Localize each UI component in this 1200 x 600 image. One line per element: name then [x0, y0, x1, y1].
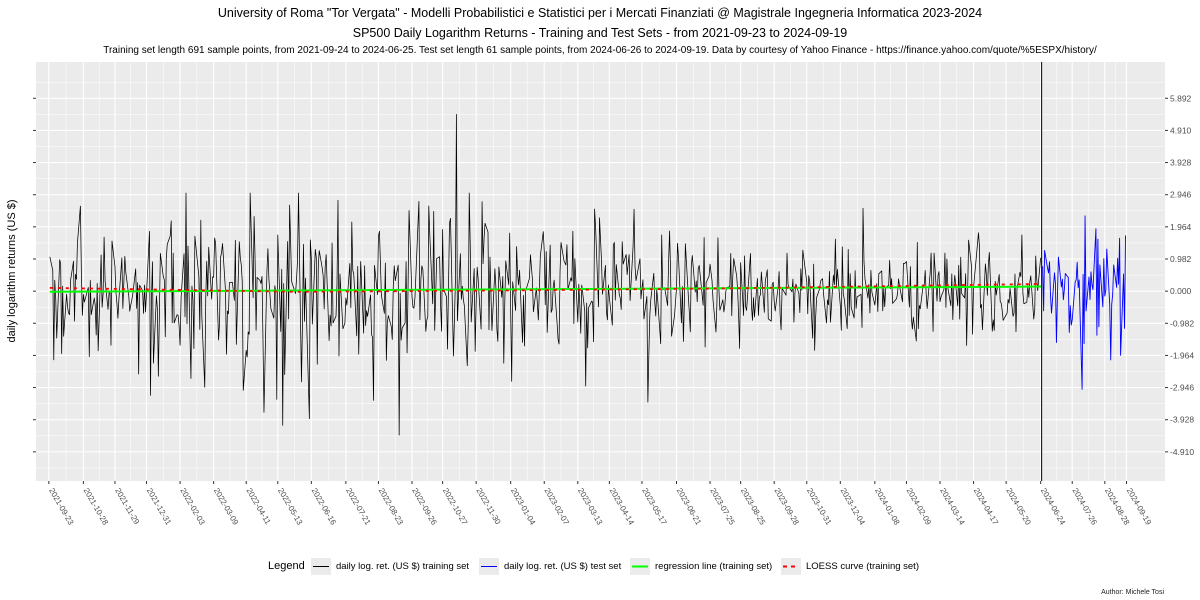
x-tick-label: 2023-10-31 — [805, 487, 834, 527]
legend-key-loess — [781, 558, 801, 575]
legend-label-training: daily log. ret. (US $) training set — [336, 561, 470, 572]
x-tick-label: 2023-05-17 — [640, 487, 669, 527]
x-tick-label: 2021-11-29 — [113, 487, 141, 527]
chart-title: University of Roma "Tor Vergata" - Model… — [217, 6, 983, 20]
x-tick-label: 2022-06-16 — [310, 487, 339, 527]
y-tick-label: 3.928 — [1170, 158, 1192, 168]
y-tick-label: -4.910 — [1170, 447, 1194, 457]
x-tick-label: 2022-03-09 — [212, 487, 241, 527]
x-tick-label: 2024-06-24 — [1039, 487, 1068, 527]
y-tick-label: -3.928 — [1170, 415, 1194, 425]
x-tick-label: 2024-04-17 — [972, 487, 1001, 527]
legend-key-test — [479, 558, 499, 575]
x-tick-label: 2022-10-27 — [441, 487, 470, 527]
x-tick-label: 2021-09-23 — [47, 487, 76, 527]
legend-label-test: daily log. ret. (US $) test set — [504, 561, 622, 572]
x-tick-label: 2023-07-25 — [708, 487, 737, 527]
y-tick-label: 0.000 — [1170, 286, 1192, 296]
regression-line — [49, 285, 1042, 293]
x-tick-label: 2022-11-30 — [474, 487, 502, 527]
chart-subtitle: SP500 Daily Logarithm Returns - Training… — [352, 26, 848, 40]
y-tick-label: 1.964 — [1170, 222, 1192, 232]
legend-label-loess: LOESS curve (training set) — [806, 561, 919, 572]
y-tick-label: -0.982 — [1170, 318, 1194, 328]
x-tick-label: 2023-01-04 — [509, 487, 538, 527]
x-tick-label: 2021-12-31 — [145, 487, 174, 527]
legend: Legend daily log. ret. (US $) training s… — [0, 558, 1200, 578]
x-tick-label: 2024-03-14 — [938, 487, 967, 527]
y-tick-label: 0.982 — [1170, 254, 1192, 264]
y-tick-label: 4.910 — [1170, 125, 1192, 135]
x-tick-label: 2024-05-20 — [1004, 487, 1033, 527]
chart-caption: Training set length 691 sample points, f… — [103, 45, 1097, 56]
x-tick-label: 2023-02-07 — [543, 487, 572, 527]
y-tick-label: -2.946 — [1170, 383, 1194, 393]
x-tick-label: 2024-07-26 — [1071, 487, 1100, 527]
legend-title: Legend — [268, 560, 305, 572]
y-axis-label: daily logarithm returns (US $) — [6, 199, 18, 342]
legend-label-regression: regression line (training set) — [655, 561, 773, 572]
x-tick-label: 2022-02-03 — [178, 487, 207, 527]
x-tick-label: 2022-08-23 — [377, 487, 406, 527]
test-series-line — [1042, 215, 1126, 390]
x-tick-label: 2023-08-25 — [739, 487, 768, 527]
y-tick-label: 2.946 — [1170, 190, 1192, 200]
x-tick-label: 2023-09-28 — [772, 487, 801, 527]
x-tick-label: 2023-12-04 — [839, 487, 868, 527]
x-axis: 2021-09-23 2021-10-28 2021-11-29 2021-12-31… — [47, 481, 1153, 527]
x-tick-label: 2022-05-13 — [276, 487, 305, 527]
x-tick-label: 2023-04-14 — [608, 487, 637, 527]
x-tick-label: 2021-10-28 — [82, 487, 111, 527]
training-series-line — [49, 113, 1042, 436]
x-tick-label: 2022-07-21 — [344, 487, 373, 527]
author-credit: Author: Michele Tosi — [1101, 589, 1164, 596]
x-tick-label: 2024-02-09 — [905, 487, 934, 527]
loess-curve — [49, 283, 1042, 293]
x-tick-label: 2022-09-26 — [410, 487, 439, 527]
plot-panel — [36, 62, 1165, 481]
series-layer — [49, 62, 1126, 481]
x-tick-label: 2023-06-21 — [675, 487, 704, 527]
x-tick-label: 2023-03-13 — [576, 487, 605, 527]
legend-key-regression — [630, 558, 650, 575]
y-tick-label: 5.892 — [1170, 93, 1192, 103]
y-axis: -4.910 -3.928 -2.946 -1.964 -0.982 0.000 0.982… — [33, 93, 1194, 457]
y-tick-label: -1.964 — [1170, 350, 1194, 360]
legend-key-training — [311, 558, 331, 575]
x-tick-label: 2022-04-11 — [244, 487, 272, 527]
chart-svg: -4.910 -3.928 -2.946 -1.964 -0.982 0.000 0.982… — [6, 62, 1194, 527]
x-tick-label: 2024-01-08 — [873, 487, 902, 527]
